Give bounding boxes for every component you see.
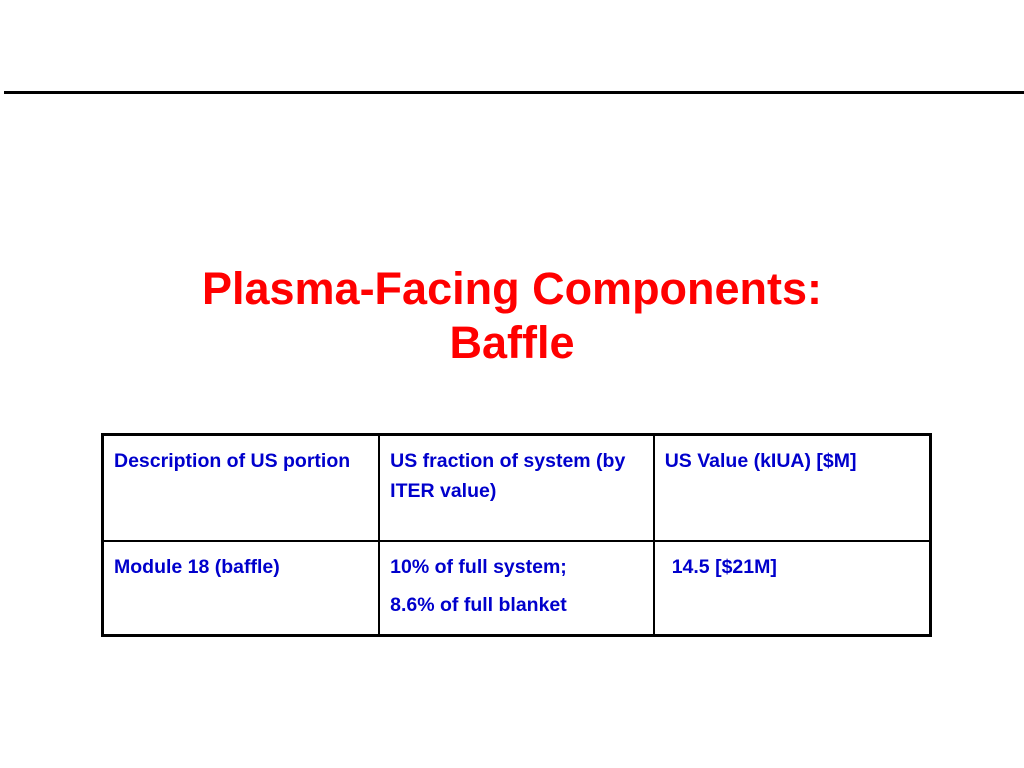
us-portion-table: Description of US portion US fraction of… [101,433,932,637]
slide-title-line-1: Plasma-Facing Components: [201,263,823,314]
header-description: Description of US portion [101,433,381,542]
header-us-value: US Value (kIUA) [$M] [652,433,932,542]
cell-description: Module 18 (baffle) [101,540,381,637]
top-divider-rule [4,91,1024,94]
cell-us-value-text: 14.5 [$21M] [671,556,777,578]
cell-us-fraction: 10% of full system; 8.6% of full blanket [378,540,655,637]
table-header-row: Description of US portion US fraction of… [101,433,932,542]
cell-us-fraction-line-1: 10% of full system; [390,556,567,578]
slide-title-line-2: Baffle [449,317,575,368]
table-row: Module 18 (baffle) 10% of full system; 8… [101,540,932,637]
header-us-fraction: US fraction of system (by ITER value) [378,433,655,542]
cell-us-fraction-line-2: 8.6% of full blanket [390,594,567,616]
cell-us-value: 14.5 [$21M] [652,540,932,637]
slide-title: Plasma-Facing Components: Baffle [0,262,1024,370]
